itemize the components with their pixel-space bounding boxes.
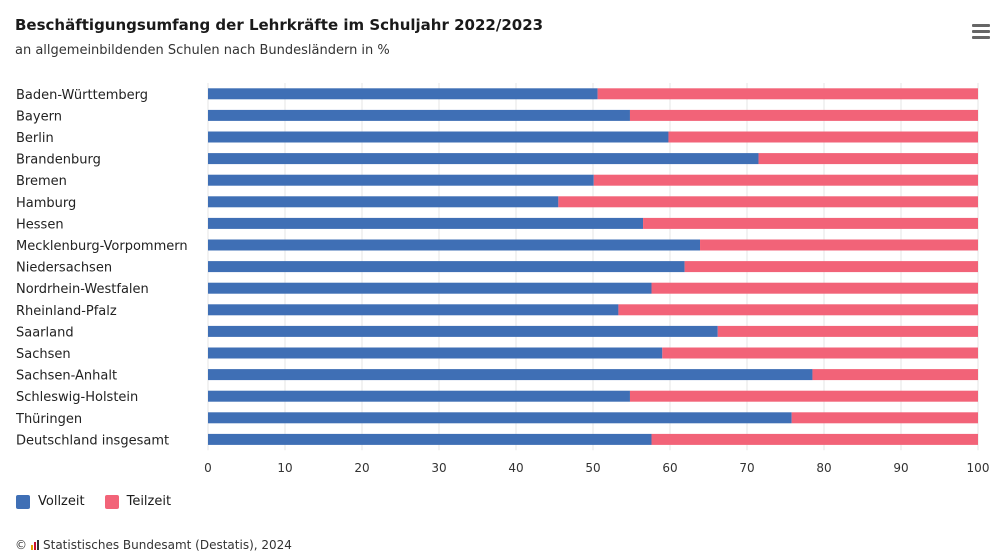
bar-vollzeit <box>208 433 652 445</box>
category-label: Mecklenburg-Vorpommern <box>16 239 188 254</box>
x-tick-label: 100 <box>967 461 990 475</box>
legend: Vollzeit Teilzeit <box>16 494 171 509</box>
source-credit: © Statistisches Bundesamt (Destatis), 20… <box>15 538 292 552</box>
legend-swatch-teilzeit <box>104 494 119 509</box>
category-label: Saarland <box>16 325 74 340</box>
bar-teilzeit <box>791 412 978 424</box>
credit-text: Statistisches Bundesamt (Destatis), 2024 <box>43 538 292 552</box>
legend-swatch-vollzeit <box>16 494 30 509</box>
bar-vollzeit <box>208 412 792 424</box>
category-label: Schleswig-Holstein <box>16 390 138 405</box>
bar-teilzeit <box>629 109 978 121</box>
category-label: Thüringen <box>15 412 82 427</box>
category-label: Berlin <box>16 131 54 146</box>
bar-vollzeit <box>208 304 619 316</box>
legend-label-teilzeit: Teilzeit <box>126 494 172 509</box>
category-label: Nordrhein-Westfalen <box>16 282 149 297</box>
bar-teilzeit <box>629 390 978 402</box>
bar-teilzeit <box>593 174 978 186</box>
category-label: Rheinland-Pfalz <box>16 304 117 319</box>
copyright-symbol: © <box>15 538 27 552</box>
bar-vollzeit <box>208 196 559 208</box>
bar-teilzeit <box>812 369 978 381</box>
category-label: Sachsen <box>16 347 71 362</box>
category-label: Sachsen-Anhalt <box>16 369 117 384</box>
bar-vollzeit <box>208 88 598 100</box>
bar-teilzeit <box>643 217 978 229</box>
bar-teilzeit <box>618 304 978 316</box>
bar-teilzeit <box>684 261 978 273</box>
hamburger-menu-icon[interactable] <box>972 24 990 40</box>
bar-vollzeit <box>208 325 718 337</box>
x-tick-label: 70 <box>739 461 754 475</box>
x-tick-label: 60 <box>662 461 677 475</box>
legend-label-vollzeit: Vollzeit <box>38 494 85 509</box>
chart-subtitle: an allgemeinbildenden Schulen nach Bunde… <box>15 43 390 58</box>
x-tick-label: 30 <box>431 461 446 475</box>
bar-teilzeit <box>668 131 978 143</box>
bar-vollzeit <box>208 153 759 165</box>
bar-teilzeit <box>758 153 978 165</box>
bar-teilzeit <box>717 325 978 337</box>
category-label: Hessen <box>16 217 64 232</box>
bar-teilzeit <box>700 239 978 251</box>
x-tick-label: 80 <box>816 461 831 475</box>
category-label: Hamburg <box>16 196 76 211</box>
chart-title: Beschäftigungsumfang der Lehrkräfte im S… <box>15 16 544 34</box>
bar-chart: 0 10 20 30 40 50 60 70 80 90 100 Baden-Württemberg B… <box>15 83 990 475</box>
category-label: Deutschland insgesamt <box>16 433 169 448</box>
category-label: Baden-Württemberg <box>16 88 148 103</box>
legend-item-vollzeit[interactable]: Vollzeit <box>16 494 85 509</box>
x-tick-label: 50 <box>585 461 600 475</box>
bar-teilzeit <box>651 433 978 445</box>
category-label: Niedersachsen <box>16 261 112 276</box>
bar-vollzeit <box>208 390 630 402</box>
bar-vollzeit <box>208 109 630 121</box>
bar-teilzeit <box>651 282 978 294</box>
bar-vollzeit <box>208 131 669 143</box>
bar-teilzeit <box>597 88 978 100</box>
category-label: Brandenburg <box>16 153 101 168</box>
x-tick-label: 20 <box>354 461 369 475</box>
bar-vollzeit <box>208 217 644 229</box>
x-tick-label: 90 <box>893 461 908 475</box>
destatis-logo-icon <box>31 540 39 550</box>
bar-vollzeit <box>208 369 813 381</box>
bar-vollzeit <box>208 174 594 186</box>
bar-vollzeit <box>208 239 701 251</box>
bar-teilzeit <box>558 196 978 208</box>
x-tick-label: 40 <box>508 461 523 475</box>
category-label: Bayern <box>16 109 62 124</box>
x-tick-label: 0 <box>204 461 212 475</box>
x-tick-label: 10 <box>277 461 292 475</box>
bar-vollzeit <box>208 347 663 359</box>
legend-item-teilzeit[interactable]: Teilzeit <box>104 494 172 509</box>
bar-teilzeit <box>662 347 978 359</box>
bar-vollzeit <box>208 261 685 273</box>
category-label: Bremen <box>16 174 67 189</box>
bar-vollzeit <box>208 282 652 294</box>
